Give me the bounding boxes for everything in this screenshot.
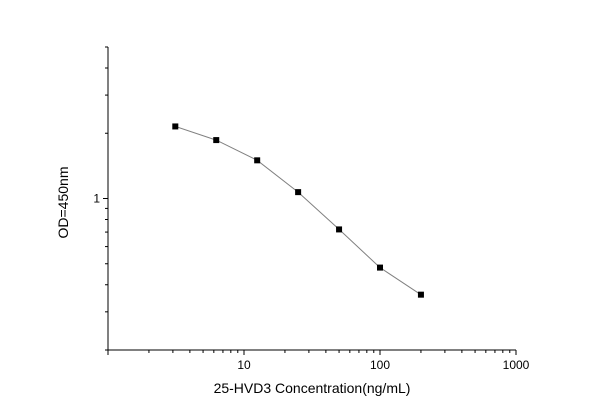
x-tick-label-100: 100: [370, 358, 390, 372]
data-point-1: [172, 123, 179, 130]
series-connecting-line: [175, 125, 422, 296]
series-markers: [172, 123, 424, 298]
data-point-6: [377, 264, 383, 271]
y-axis-ticks: [103, 46, 108, 351]
x-tick-label-10: 10: [237, 358, 251, 372]
y-axis-tick-labels: 1: [93, 192, 100, 206]
y-axis-title: OD=450nm: [55, 167, 71, 239]
data-point-3: [254, 157, 261, 164]
data-point-5: [336, 226, 343, 233]
x-tick-label-1000: 1000: [503, 358, 530, 372]
data-point-2: [213, 137, 220, 144]
data-point-7: [417, 291, 424, 298]
x-axis-title: 25-HVD3 Concentration(ng/mL): [214, 380, 411, 396]
x-axis-tick-labels: 10 100 1000: [237, 358, 529, 372]
x-axis-ticks: [107, 350, 517, 355]
axes: [107, 47, 516, 351]
y-tick-label-1: 1: [93, 192, 100, 206]
data-point-4: [295, 189, 302, 196]
